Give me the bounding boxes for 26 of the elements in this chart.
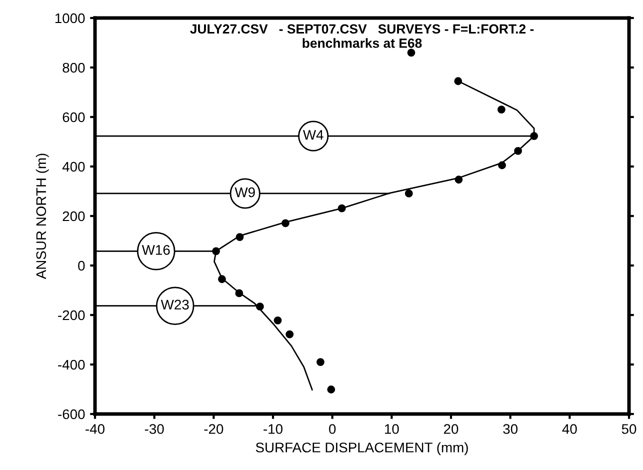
y-tick-label: 0: [78, 260, 85, 271]
y-tick-label: -400: [58, 360, 85, 370]
text: JULY27.CSV - SEPT07.CSV SURVEYS - F=L:FORT.2 - benchmarks at E68: [190, 24, 534, 48]
y-tick-label: 800: [62, 62, 85, 73]
annotation: W16: [142, 245, 170, 255]
x-tick-label: -20: [204, 424, 224, 434]
y-axis-title: ANSUR NORTH (m): [36, 154, 49, 280]
x-tick-label: -30: [144, 424, 164, 434]
x-tick-label: 30: [503, 424, 518, 434]
x-tick-label: -10: [264, 424, 282, 434]
annotation: W9: [234, 187, 255, 198]
annotation: W23: [160, 300, 189, 310]
x-axis-title: SURFACE DISPLACEMENT (mm): [256, 442, 468, 456]
y-tick-label: 600: [62, 112, 85, 122]
x-tick-label: 40: [562, 424, 577, 434]
x-tick-label: 20: [444, 424, 458, 434]
y-tick-label: 400: [62, 162, 85, 172]
annotation: W4: [302, 130, 324, 140]
x-tick-label: 50: [622, 424, 636, 434]
y-tick-label: -600: [58, 409, 85, 420]
x-tick-label: 10: [385, 424, 399, 434]
y-tick-label: 200: [62, 211, 85, 222]
y-tick-label: 1000: [55, 13, 85, 24]
x-tick-label: -40: [86, 424, 104, 434]
x-tick-label: 0: [329, 424, 336, 434]
y-tick-label: -200: [58, 310, 85, 320]
